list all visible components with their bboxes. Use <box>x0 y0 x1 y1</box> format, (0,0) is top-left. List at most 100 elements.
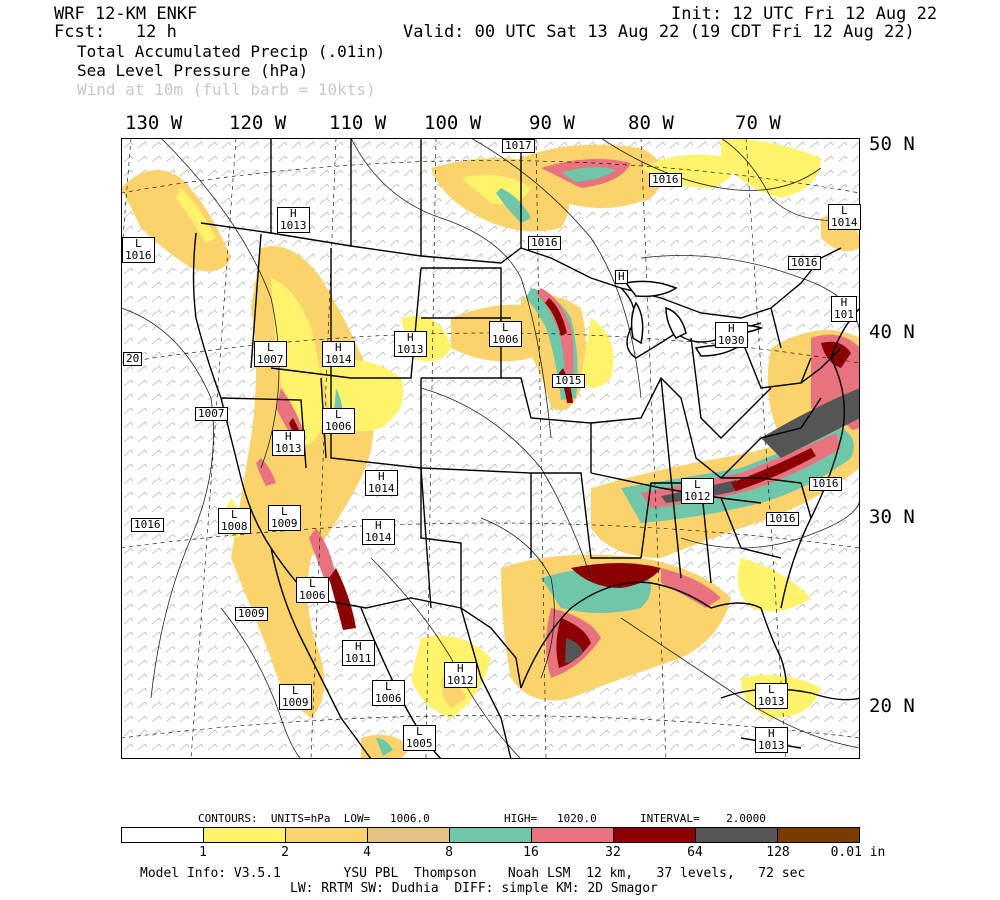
pressure-center: H 1013 <box>394 331 427 357</box>
model-info: Model Info: V3.5.1 YSU PBL Thompson Noah… <box>140 866 806 881</box>
lon-label: 80 W <box>628 112 674 134</box>
pressure-center-value: 1008 <box>221 520 248 533</box>
pressure-center: 1016 <box>809 477 842 491</box>
legend-tick: 16 <box>523 845 539 860</box>
pressure-center: H 1014 <box>365 470 398 496</box>
lon-label: 110 W <box>329 112 387 134</box>
pressure-center-value: 1013 <box>275 442 302 455</box>
pressure-center-type: L <box>384 680 392 693</box>
pressure-center-value: 1030 <box>718 334 745 347</box>
pressure-center-value: 1007 <box>198 407 225 420</box>
pressure-center: L 1013 <box>755 683 788 709</box>
pressure-center-value: 1016 <box>125 249 152 262</box>
pressure-center-value: 20 <box>126 352 140 365</box>
pressure-center: 1016 <box>788 256 821 270</box>
pressure-center: L 1006 <box>372 680 405 706</box>
pressure-center: H 1013 <box>755 727 788 753</box>
pressure-center-value: 1016 <box>531 236 558 249</box>
pressure-center-type: H <box>767 727 775 740</box>
pressure-center-value: 1007 <box>257 353 284 366</box>
wind-barbs <box>121 138 860 759</box>
pressure-center-type: L <box>501 321 509 334</box>
field-slp: Sea Level Pressure (hPa) <box>77 61 309 80</box>
pressure-center: 1016 <box>528 236 561 250</box>
lat-label: 20 N <box>869 695 915 717</box>
legend-swatch <box>367 828 449 842</box>
lon-label: 100 W <box>424 112 482 134</box>
pressure-center-value: 1016 <box>791 256 818 269</box>
pressure-center-type: H <box>284 430 292 443</box>
pressure-center-value: 1006 <box>492 333 519 346</box>
pressure-center-type: L <box>308 577 316 590</box>
pressure-center-value: 1005 <box>406 737 433 750</box>
legend-tick: 1 <box>199 845 207 860</box>
pressure-center: L 1009 <box>279 684 312 710</box>
legend-swatch <box>449 828 531 842</box>
pressure-center-type: L <box>280 505 288 518</box>
pressure-center-value: 1014 <box>325 353 352 366</box>
pressure-center: H 1013 <box>272 430 305 456</box>
pressure-center: L 1012 <box>681 478 714 504</box>
pressure-center-value: 1006 <box>375 692 402 705</box>
legend-tick: 8 <box>445 845 453 860</box>
pressure-center-type: H <box>334 341 342 354</box>
pressure-center-type: H <box>406 331 414 344</box>
lat-label: 40 N <box>869 321 915 343</box>
legend-swatch <box>122 828 203 842</box>
pressure-center-type: L <box>134 237 142 250</box>
pressure-center: L 1008 <box>218 508 251 534</box>
pressure-center: H 1014 <box>362 519 395 545</box>
pressure-center-value: 1013 <box>397 343 424 356</box>
pressure-center-type: H <box>456 662 464 675</box>
forecast-hour: Fcst: 12 h <box>54 22 177 42</box>
pressure-center: H 1030 <box>715 322 748 348</box>
legend-tick: 32 <box>605 845 621 860</box>
lat-label: 30 N <box>869 506 915 528</box>
pressure-center-value: 1011 <box>345 652 372 665</box>
pressure-center: 20 <box>123 352 143 366</box>
pressure-center: L 1005 <box>403 725 436 751</box>
valid-time: Valid: 00 UTC Sat 13 Aug 22 (19 CDT Fri … <box>403 22 915 42</box>
pressure-center-type: L <box>693 478 701 491</box>
pressure-center: L 1006 <box>489 321 522 347</box>
pressure-center-value: 1013 <box>758 739 785 752</box>
legend-swatch <box>777 828 859 842</box>
pressure-center-value: 1014 <box>831 216 858 229</box>
pressure-center: 1009 <box>235 607 268 621</box>
lon-label: 90 W <box>529 112 575 134</box>
precip-legend-bar <box>121 827 860 843</box>
pressure-center: 1016 <box>766 512 799 526</box>
pressure-center-type: H <box>377 470 385 483</box>
pressure-center: L 1007 <box>254 341 287 367</box>
pressure-center: H <box>615 270 628 284</box>
legend-swatch <box>203 828 285 842</box>
legend-tick: 4 <box>363 845 371 860</box>
pressure-center-value: 101 <box>834 308 854 321</box>
pressure-center-type: L <box>230 508 238 521</box>
pressure-center-type: H <box>727 322 735 335</box>
lon-label: 70 W <box>735 112 781 134</box>
pressure-center: H 1013 <box>277 207 310 233</box>
pressure-center-value: 1014 <box>368 482 395 495</box>
field-precip: Total Accumulated Precip (.01in) <box>77 42 386 61</box>
init-time: Init: 12 UTC Fri 12 Aug 22 <box>671 4 938 24</box>
pressure-center-value: 1013 <box>280 219 307 232</box>
pressure-center: 1016 <box>649 173 682 187</box>
pressure-center-value: 1006 <box>325 420 352 433</box>
pressure-center-value: 1013 <box>758 695 785 708</box>
pressure-center: L 1014 <box>828 204 861 230</box>
pressure-center-type: H <box>840 296 848 309</box>
weather-map <box>121 138 860 759</box>
legend-swatch <box>613 828 695 842</box>
pressure-center: H 1014 <box>322 341 355 367</box>
pressure-center-type: L <box>840 204 848 217</box>
pressure-center-type: L <box>415 725 423 738</box>
model-title: WRF 12-KM ENKF <box>54 4 198 24</box>
legend-swatch <box>285 828 367 842</box>
pressure-center-value: 1016 <box>652 173 679 186</box>
pressure-center-type: L <box>767 683 775 696</box>
pressure-center-value: 1017 <box>505 139 532 152</box>
pressure-center-type: L <box>334 408 342 421</box>
contours-label: CONTOURS: UNITS=hPa LOW= 1006.0 <box>198 812 430 825</box>
pressure-center-value: 1012 <box>447 674 474 687</box>
